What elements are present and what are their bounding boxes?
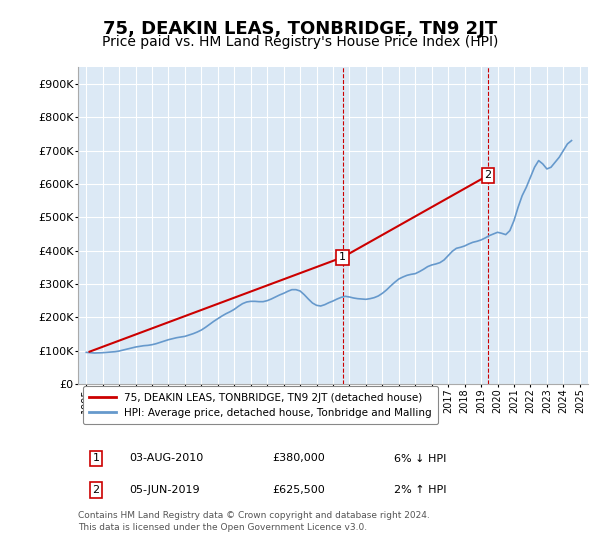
Text: Contains HM Land Registry data © Crown copyright and database right 2024.
This d: Contains HM Land Registry data © Crown c… [78, 511, 430, 532]
Text: 6% ↓ HPI: 6% ↓ HPI [394, 454, 446, 464]
Text: 03-AUG-2010: 03-AUG-2010 [129, 454, 203, 464]
Text: 75, DEAKIN LEAS, TONBRIDGE, TN9 2JT: 75, DEAKIN LEAS, TONBRIDGE, TN9 2JT [103, 20, 497, 38]
Text: 2% ↑ HPI: 2% ↑ HPI [394, 485, 446, 495]
Text: Price paid vs. HM Land Registry's House Price Index (HPI): Price paid vs. HM Land Registry's House … [102, 35, 498, 49]
Text: 05-JUN-2019: 05-JUN-2019 [129, 485, 200, 495]
Text: £380,000: £380,000 [272, 454, 325, 464]
Legend: 75, DEAKIN LEAS, TONBRIDGE, TN9 2JT (detached house), HPI: Average price, detach: 75, DEAKIN LEAS, TONBRIDGE, TN9 2JT (det… [83, 386, 438, 424]
Text: 1: 1 [339, 253, 346, 262]
Text: 2: 2 [484, 170, 491, 180]
Text: 2: 2 [92, 485, 100, 495]
Text: £625,500: £625,500 [272, 485, 325, 495]
Text: 1: 1 [92, 454, 100, 464]
